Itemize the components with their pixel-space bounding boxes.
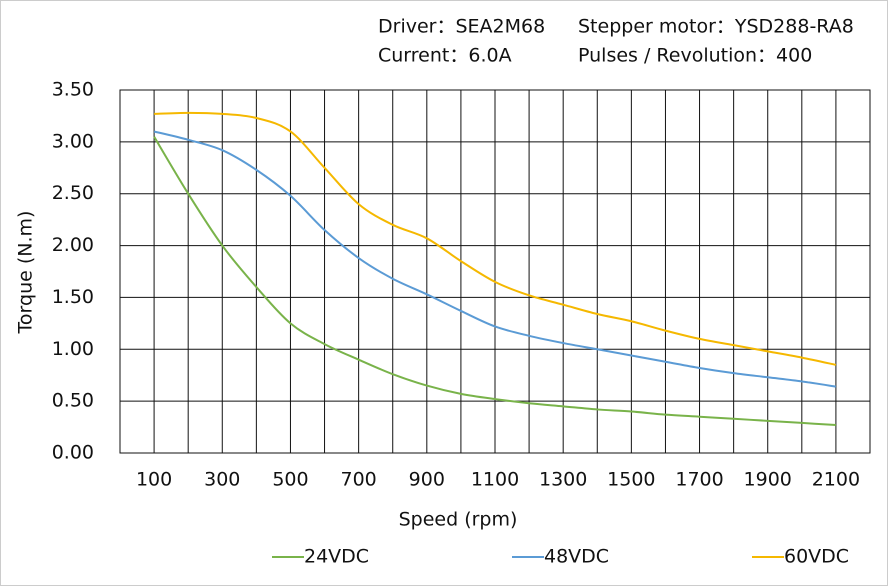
x-tick-label: 100 [136, 469, 172, 491]
y-tick-label: 3.50 [52, 79, 94, 101]
x-tick-label: 2100 [812, 469, 860, 491]
legend-label: 48VDC [544, 546, 609, 568]
y-tick-label: 3.00 [52, 130, 94, 152]
x-tick-label: 500 [272, 469, 308, 491]
annotation: Stepper motor：YSD288-RA8 [578, 16, 854, 38]
y-tick-label: 1.50 [52, 286, 94, 308]
y-axis-label: Torque (N.m) [15, 211, 37, 335]
x-tick-label: 1500 [607, 469, 655, 491]
line-series [153, 136, 836, 426]
line-series [154, 111, 837, 366]
x-tick-label: 1700 [675, 469, 723, 491]
x-tick-label: 900 [409, 469, 445, 491]
annotation: Driver：SEA2M68 [378, 16, 545, 38]
annotation: Pulses / Revolution：400 [578, 45, 812, 67]
y-tick-label: 2.50 [52, 182, 94, 204]
annotation: Current：6.0A [378, 45, 512, 67]
x-axis-label: Speed (rpm) [399, 509, 518, 531]
y-tick-label: 1.00 [52, 338, 94, 360]
x-tick-label: 1100 [471, 469, 519, 491]
x-tick-label: 1300 [539, 469, 587, 491]
y-tick-label: 2.00 [52, 234, 94, 256]
x-tick-label: 700 [341, 469, 377, 491]
x-tick-label: 1900 [744, 469, 792, 491]
y-tick-label: 0.50 [52, 390, 94, 412]
x-tick-label: 300 [204, 469, 240, 491]
line-series [153, 130, 837, 388]
legend-label: 24VDC [304, 546, 369, 568]
legend-label: 60VDC [784, 546, 849, 568]
y-tick-label: 0.00 [52, 442, 94, 464]
